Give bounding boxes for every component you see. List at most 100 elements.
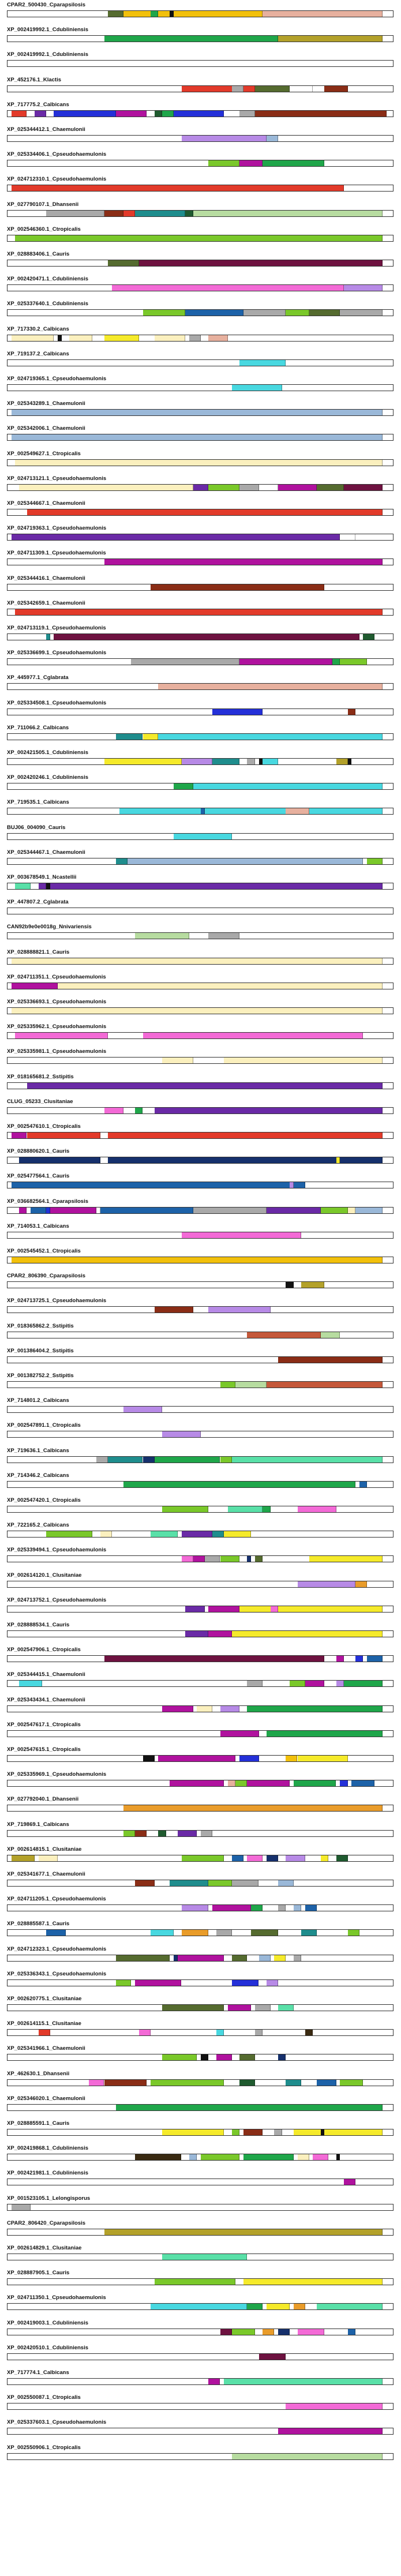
domain-segment	[50, 1207, 97, 1213]
domain-segment	[313, 2154, 329, 2161]
gene-track: CPAR2_806420_Cparapsilosis	[7, 2220, 393, 2243]
domain-segment	[96, 1207, 100, 1213]
domain-segment	[11, 1008, 383, 1014]
gene-track: XP_719869.1_Calbicans	[7, 1821, 393, 1844]
gene-label: XP_027790107.1_Dhansenii	[7, 201, 79, 208]
gene-label: XP_028885587.1_Cauris	[7, 1921, 70, 1928]
domain-segment	[185, 1631, 209, 1637]
domain-segment	[320, 1332, 340, 1338]
domain-segment	[247, 1705, 383, 1712]
domain-segment	[290, 85, 313, 92]
sequence-bar	[7, 483, 393, 491]
domain-segment	[340, 659, 368, 665]
gene-track: XP_002547420.1_Ctropicalis	[7, 1497, 393, 1520]
domain-segment	[266, 1207, 321, 1213]
sequence-bar	[7, 384, 393, 391]
sequence-bar	[7, 1231, 393, 1239]
domain-segment	[208, 160, 239, 167]
domain-segment	[278, 2054, 286, 2061]
sequence-bar	[7, 1580, 393, 1588]
domain-segment	[143, 1033, 363, 1039]
domain-segment	[11, 958, 383, 964]
domain-segment	[208, 1307, 271, 1313]
domain-segment	[115, 110, 147, 117]
domain-segment	[220, 1382, 236, 1388]
gene-track: XP_025337640.1_Cdubliniensis	[7, 301, 393, 324]
domain-segment	[239, 2054, 255, 2061]
gene-track: XP_024713121.1_Cpseudohaemulonis	[7, 475, 393, 498]
gene-label: XP_722165.2_Calbicans	[7, 1522, 69, 1529]
sequence-bar	[7, 2079, 393, 2086]
sequence-bar	[7, 2328, 393, 2335]
domain-segment	[247, 1780, 290, 1787]
gene-track: XP_002550087.1_Ctropicalis	[7, 2394, 393, 2417]
sequence-bar	[7, 2378, 393, 2385]
domain-segment	[208, 1631, 232, 1637]
gene-label: XP_025344667.1_Chaemulonii	[7, 500, 85, 507]
domain-segment	[254, 2030, 263, 2036]
gene-label: XP_025344412.1_Chaemulonii	[7, 126, 85, 133]
gene-track: XP_002614815.1_Clusitaniae	[7, 1846, 393, 1869]
domain-segment	[231, 385, 282, 391]
sequence-bar	[7, 2103, 393, 2111]
domain-segment	[193, 783, 383, 790]
gene-label: XP_719869.1_Calbicans	[7, 1821, 69, 1828]
domain-segment	[154, 1307, 193, 1313]
domain-segment	[278, 2005, 294, 2011]
domain-segment	[150, 1531, 178, 1538]
domain-segment	[104, 335, 139, 341]
gene-track: XP_025341677.1_Chaemulonii	[7, 1871, 393, 1894]
sequence-bar	[7, 459, 393, 466]
gene-label: XP_002421981.1_Cdubliniensis	[7, 2170, 88, 2177]
sequence-bar	[7, 1306, 393, 1314]
domain-segment	[251, 1905, 263, 1911]
domain-segment	[174, 110, 224, 117]
gene-track: XP_025334406.1_Cpseudohaemulonis	[7, 151, 393, 174]
gene-label: XP_018165681.2_Sstipitis	[7, 1073, 74, 1080]
domain-segment	[170, 1780, 224, 1787]
gene-label: XP_002547615.1_Ctropicalis	[7, 1746, 81, 1753]
domain-segment	[239, 1606, 383, 1612]
sequence-bar	[7, 1904, 393, 1912]
domain-segment	[46, 1930, 66, 1936]
domain-segment	[154, 110, 162, 117]
gene-label: XP_002547610.1_Ctropicalis	[7, 1123, 81, 1130]
domain-segment	[58, 983, 383, 989]
domain-segment	[274, 1955, 286, 1961]
domain-segment	[174, 783, 193, 790]
domain-segment	[108, 1157, 383, 1164]
gene-track: XP_027792040.1_Dhansenii	[7, 1796, 393, 1819]
domain-segment	[231, 1979, 259, 1986]
domain-segment	[11, 335, 54, 341]
domain-segment	[154, 1107, 383, 1113]
domain-segment	[347, 708, 355, 715]
gene-label: XP_025343289.1_Chaemulonii	[7, 400, 85, 407]
gene-label: XP_025341677.1_Chaemulonii	[7, 1871, 85, 1877]
sequence-bar	[7, 608, 393, 616]
gene-label: XP_717330.2_Calbicans	[7, 325, 69, 332]
domain-segment	[46, 1531, 93, 1538]
domain-segment	[274, 2129, 282, 2135]
sequence-bar	[7, 1555, 393, 1563]
sequence-bar	[7, 2154, 393, 2161]
domain-segment	[38, 2030, 50, 2036]
domain-segment	[154, 1456, 220, 1463]
gene-label: XP_025335969.1_Cpseudohaemulonis	[7, 1771, 107, 1778]
domain-segment	[231, 2129, 239, 2135]
domain-segment	[181, 85, 255, 92]
domain-segment	[340, 310, 383, 316]
domain-segment	[181, 1232, 302, 1238]
sequence-bar	[7, 1107, 393, 1114]
domain-segment	[212, 759, 239, 764]
domain-segment	[162, 1058, 193, 1064]
gene-label: XP_002549627.1_Ctropicalis	[7, 450, 81, 457]
domain-segment	[46, 883, 50, 889]
gene-track: XP_002421505.1_Cdubliniensis	[7, 749, 393, 773]
domain-segment	[185, 1606, 205, 1612]
sequence-bar	[7, 1356, 393, 1363]
domain-segment	[58, 335, 62, 341]
domain-segment	[286, 808, 309, 815]
domain-segment	[278, 2428, 383, 2435]
domain-segment	[208, 933, 239, 939]
gene-label: XP_025336693.1_Cpseudohaemulonis	[7, 999, 107, 1005]
